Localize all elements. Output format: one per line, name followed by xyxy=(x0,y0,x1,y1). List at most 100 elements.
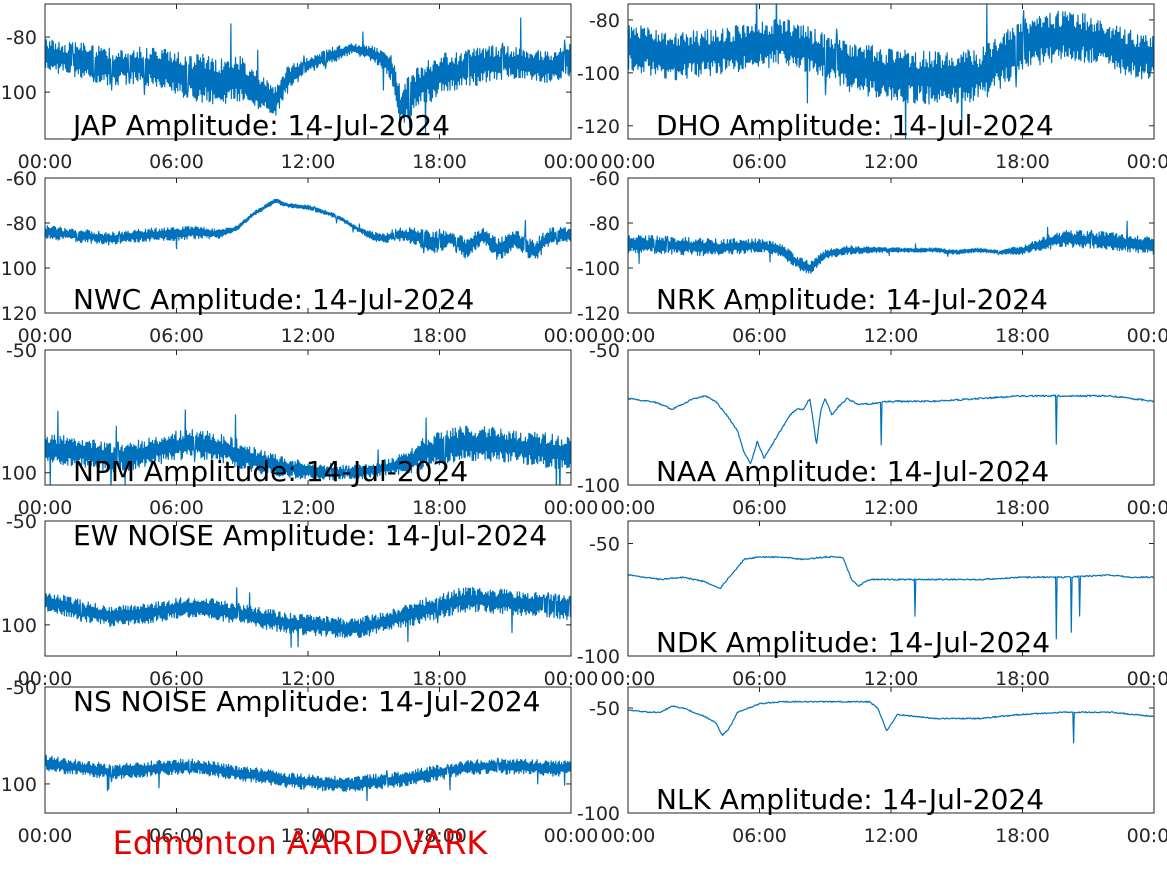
y-tick-label: -100 xyxy=(0,774,37,796)
y-tick-label: -120 xyxy=(577,116,620,138)
panel-title: DHO Amplitude: 14-Jul-2024 xyxy=(656,109,1054,142)
panel-title: NAA Amplitude: 14-Jul-2024 xyxy=(656,455,1049,488)
x-tick-label: 12:00 xyxy=(281,668,336,690)
x-tick-label: 00:00 xyxy=(544,151,599,173)
x-tick-label: 00:00 xyxy=(544,325,599,347)
x-tick-label: 00:00 xyxy=(18,497,73,519)
x-tick-label: 18:00 xyxy=(412,825,467,847)
series-line-3 xyxy=(628,220,1154,274)
x-tick-label: 18:00 xyxy=(412,668,467,690)
x-tick-label: 18:00 xyxy=(995,497,1050,519)
panel-2: 00:00 06:00 12:00 18:00 00:00 -60 -80 -100 -120 N… xyxy=(0,168,598,347)
x-tick-label: 12:00 xyxy=(864,668,919,690)
y-tick-label: -100 xyxy=(577,803,620,825)
panel-title: NPM Amplitude: 14-Jul-2024 xyxy=(73,455,468,488)
panel-7: 00:00 06:00 12:00 18:00 00:00 -50 -100 NDK Ampl… xyxy=(577,520,1167,690)
panel-9: 00:00 06:00 12:00 18:00 00:00 -50 -100 NLK Ampl… xyxy=(577,686,1167,847)
y-tick-label: -100 xyxy=(0,258,37,280)
x-tick-label: 00:00 xyxy=(544,668,599,690)
x-tick-label: 18:00 xyxy=(995,325,1050,347)
panel-title: NS NOISE Amplitude: 14-Jul-2024 xyxy=(73,685,540,718)
x-tick-label: 00:00 xyxy=(1127,668,1167,690)
y-tick-label: -50 xyxy=(6,340,37,362)
y-tick-label: -50 xyxy=(6,511,37,533)
x-tick-label: 00:00 xyxy=(1127,325,1167,347)
series-line-7 xyxy=(628,555,1154,640)
x-tick-label: 06:00 xyxy=(149,825,204,847)
y-tick-label: -50 xyxy=(589,340,620,362)
panel-3: 00:00 06:00 12:00 18:00 00:00 -60 -80 -100 -120 N… xyxy=(577,168,1167,347)
x-tick-label: 18:00 xyxy=(995,825,1050,847)
x-tick-label: 06:00 xyxy=(149,325,204,347)
panel-title: NLK Amplitude: 14-Jul-2024 xyxy=(656,783,1044,816)
panel-title: NRK Amplitude: 14-Jul-2024 xyxy=(656,283,1048,316)
y-tick-label: -100 xyxy=(577,63,620,85)
x-tick-label: 18:00 xyxy=(995,151,1050,173)
panel-6: 00:00 06:00 12:00 18:00 00:00 -50 -100 EW NOISE… xyxy=(0,511,598,690)
panel-5: 00:00 06:00 12:00 18:00 00:00 -50 -100 NAA Ampl… xyxy=(577,340,1167,519)
x-tick-label: 00:00 xyxy=(544,497,599,519)
y-tick-label: -80 xyxy=(589,10,620,32)
y-tick-label: -60 xyxy=(589,168,620,190)
panel-4: 00:00 06:00 12:00 18:00 00:00 -50 -100 NPM Ampl… xyxy=(0,340,598,519)
figure-label: Edmonton AARDDVARK xyxy=(113,824,489,862)
x-tick-label: 12:00 xyxy=(864,151,919,173)
x-tick-label: 00:00 xyxy=(601,325,656,347)
y-tick-label: -120 xyxy=(0,303,37,325)
x-tick-label: 06:00 xyxy=(732,151,787,173)
x-tick-label: 18:00 xyxy=(412,151,467,173)
x-tick-label: 06:00 xyxy=(732,825,787,847)
x-tick-label: 00:00 xyxy=(18,151,73,173)
panel-0: 00:00 06:00 12:00 18:00 00:00 -80 -100 JAP Ampl… xyxy=(0,3,599,173)
x-tick-label: 12:00 xyxy=(864,497,919,519)
panel-1: 00:00 06:00 12:00 18:00 00:00 -80 -100 -120 DHO … xyxy=(577,3,1167,173)
x-tick-label: 00:00 xyxy=(544,825,599,847)
x-tick-label: 12:00 xyxy=(281,825,336,847)
series-line-2 xyxy=(45,198,571,260)
y-tick-label: -80 xyxy=(6,27,37,49)
series-line-6 xyxy=(45,586,571,648)
x-tick-label: 12:00 xyxy=(281,325,336,347)
x-tick-label: 18:00 xyxy=(412,325,467,347)
series-line-8 xyxy=(45,754,571,802)
y-tick-label: -50 xyxy=(589,698,620,720)
x-tick-label: 06:00 xyxy=(149,668,204,690)
y-tick-label: -120 xyxy=(577,303,620,325)
y-tick-label: -60 xyxy=(6,168,37,190)
panel-title: NDK Amplitude: 14-Jul-2024 xyxy=(656,626,1050,659)
y-tick-label: -50 xyxy=(6,677,37,699)
x-tick-label: 06:00 xyxy=(732,668,787,690)
y-tick-label: -100 xyxy=(0,615,37,637)
series-line-1 xyxy=(628,4,1154,139)
y-tick-label: -100 xyxy=(577,258,620,280)
x-tick-label: 00:00 xyxy=(601,668,656,690)
x-tick-label: 00:00 xyxy=(18,668,73,690)
panel-title: EW NOISE Amplitude: 14-Jul-2024 xyxy=(73,519,547,552)
y-tick-label: -50 xyxy=(589,534,620,556)
x-tick-label: 00:00 xyxy=(601,151,656,173)
series-line-5 xyxy=(628,394,1154,465)
series-line-9 xyxy=(628,700,1154,744)
series-line-0 xyxy=(45,17,571,134)
y-tick-label: -100 xyxy=(577,646,620,668)
series-line-4 xyxy=(45,409,571,485)
x-tick-label: 00:00 xyxy=(601,825,656,847)
panels-layer: 00:00 06:00 12:00 18:00 00:00 -80 -100 JAP Ampl… xyxy=(0,3,1167,847)
x-tick-label: 06:00 xyxy=(732,325,787,347)
panel-8: 00:00 06:00 12:00 18:00 00:00 -50 -100 NS NOISE… xyxy=(0,677,598,847)
panel-title: NWC Amplitude: 14-Jul-2024 xyxy=(73,283,474,316)
x-tick-label: 18:00 xyxy=(412,497,467,519)
y-tick-label: -100 xyxy=(577,475,620,497)
y-tick-label: -80 xyxy=(589,213,620,235)
x-tick-label: 06:00 xyxy=(149,497,204,519)
x-tick-label: 00:00 xyxy=(1127,151,1167,173)
x-tick-label: 12:00 xyxy=(281,497,336,519)
x-tick-label: 06:00 xyxy=(732,497,787,519)
x-tick-label: 00:00 xyxy=(1127,825,1167,847)
x-tick-label: 00:00 xyxy=(18,825,73,847)
y-tick-label: -100 xyxy=(0,82,37,104)
x-tick-label: 06:00 xyxy=(149,151,204,173)
panel-title: JAP Amplitude: 14-Jul-2024 xyxy=(71,109,450,142)
x-tick-label: 12:00 xyxy=(864,325,919,347)
